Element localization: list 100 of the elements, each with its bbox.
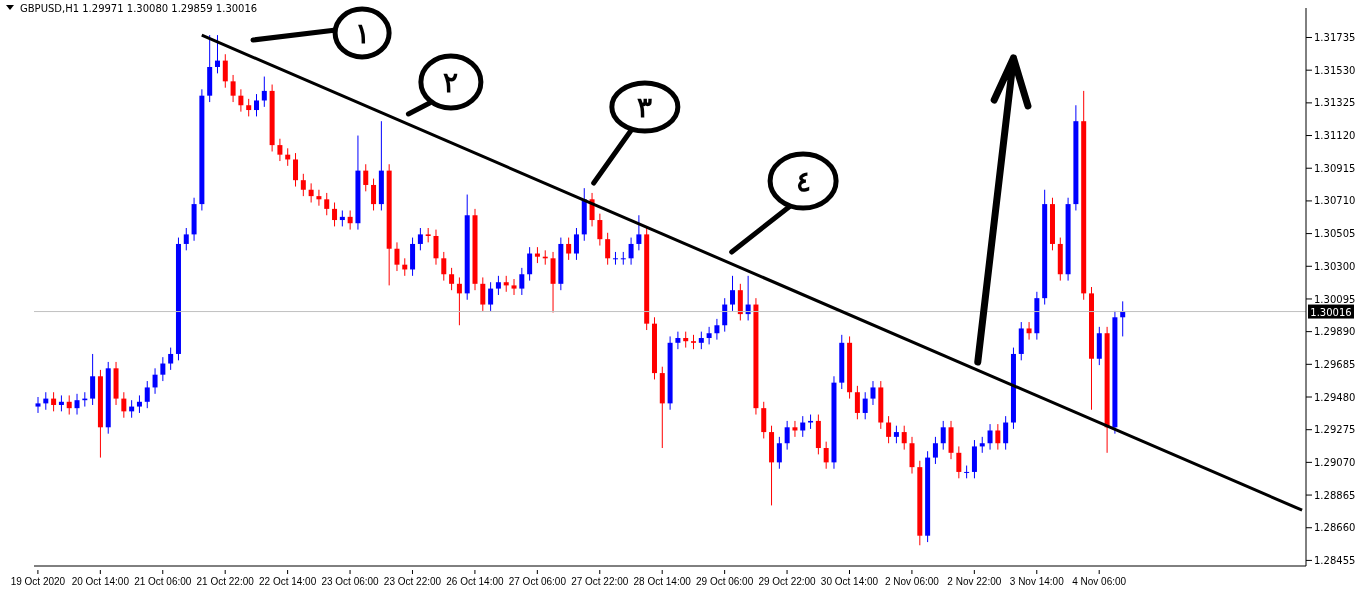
x-tick-label: 27 Oct 22:00 <box>571 576 629 587</box>
annotation: ٢ <box>443 66 459 99</box>
candlestick <box>456 276 462 326</box>
candlestick <box>300 173 306 197</box>
y-tick-label: 1.31120 <box>1314 130 1356 142</box>
candlestick <box>605 232 611 266</box>
candlestick <box>254 93 259 117</box>
y-tick-label: 1.29480 <box>1314 391 1356 403</box>
candlestick <box>987 423 993 451</box>
candlestick <box>74 393 80 416</box>
y-tick-label: 1.30710 <box>1314 195 1356 207</box>
candlestick <box>449 267 455 291</box>
candlestick <box>160 356 166 382</box>
x-tick-label: 21 Oct 22:00 <box>196 576 255 587</box>
candlestick <box>932 436 938 465</box>
x-tick-label: 2 Nov 06:00 <box>884 576 940 587</box>
candlestick <box>566 237 572 261</box>
candlestick <box>761 401 767 439</box>
x-tick-label: 2 Nov 22:00 <box>947 576 1002 587</box>
x-tick-label: 29 Oct 06:00 <box>695 576 754 587</box>
candlestick <box>35 396 41 414</box>
y-tick-label: 1.30505 <box>1314 228 1356 240</box>
candlestick <box>722 297 728 333</box>
candlestick <box>792 420 798 438</box>
candlestick <box>620 251 626 266</box>
candlestick <box>737 283 743 321</box>
candlestick <box>51 391 57 412</box>
candlestick <box>776 436 782 470</box>
y-tick-label: 1.30300 <box>1314 260 1356 272</box>
y-tick-label: 1.29275 <box>1314 424 1356 436</box>
candlestick <box>597 213 603 247</box>
candlestick <box>956 445 962 479</box>
candlestick <box>230 74 236 103</box>
x-tick-label: 23 Oct 06:00 <box>321 576 380 587</box>
candlestick <box>573 227 579 261</box>
y-tick-label: 1.31530 <box>1314 64 1356 76</box>
ref-line-label: 1.30016 <box>1310 306 1352 318</box>
candlestick <box>628 237 634 266</box>
candlestick <box>909 436 915 475</box>
candlestick <box>324 192 330 216</box>
x-tick-label: 19 Oct 2020 <box>10 576 66 587</box>
x-tick-label: 23 Oct 22:00 <box>383 576 442 587</box>
y-tick-label: 1.29890 <box>1314 326 1356 338</box>
candlestick <box>870 380 876 406</box>
candlestick <box>371 178 377 211</box>
annotation: ١ <box>354 17 370 50</box>
candlestick <box>394 241 400 272</box>
candlestick <box>714 318 720 341</box>
y-tick-label: 1.29685 <box>1314 358 1356 370</box>
candlestick <box>441 251 447 282</box>
candlestick <box>168 347 174 371</box>
candlestick <box>862 391 868 420</box>
x-tick-label: 4 Nov 06:00 <box>1072 576 1127 587</box>
y-tick-label: 1.28455 <box>1314 554 1356 566</box>
candlestick <box>214 34 220 74</box>
candlestick <box>854 385 860 420</box>
x-tick-label: 26 Oct 14:00 <box>446 576 504 587</box>
candlestick <box>332 202 338 227</box>
annotation: ٤ <box>795 165 811 198</box>
candlestick <box>316 189 322 207</box>
candlestick <box>261 76 267 108</box>
candlestick <box>995 423 1001 451</box>
candlestick <box>1003 415 1009 451</box>
y-tick-label: 1.28660 <box>1314 522 1356 534</box>
candlestick <box>293 152 299 188</box>
candlestick <box>886 415 892 444</box>
y-tick-label: 1.31735 <box>1314 32 1356 44</box>
candlestick <box>144 380 150 409</box>
candlestick <box>612 251 618 266</box>
candlestick <box>1026 321 1032 341</box>
candlestick <box>527 246 533 282</box>
chart-title: GBPUSD,H1 1.29971 1.30080 1.29859 1.30016 <box>20 3 258 14</box>
candlestick <box>183 227 189 251</box>
y-tick-label: 1.30915 <box>1314 162 1356 174</box>
candlestick <box>308 182 314 203</box>
candlestick <box>121 391 127 419</box>
x-tick-label: 28 Oct 14:00 <box>633 576 692 587</box>
candlestick <box>519 267 525 296</box>
candlestick <box>730 275 736 312</box>
y-tick-label: 1.30095 <box>1314 293 1356 305</box>
y-tick-label: 1.29070 <box>1314 456 1356 468</box>
candlestick <box>784 420 790 451</box>
x-tick-label: 22 Oct 14:00 <box>258 576 317 587</box>
candlestick <box>823 441 829 470</box>
candlestick <box>495 275 501 296</box>
x-tick-label: 27 Oct 06:00 <box>508 576 567 587</box>
candlestick <box>675 331 681 350</box>
x-tick-label: 3 Nov 14:00 <box>1009 576 1065 587</box>
candlestick <box>222 53 228 89</box>
candlestick <box>90 353 96 406</box>
candlestick <box>238 88 244 113</box>
x-tick-label: 29 Oct 22:00 <box>758 576 817 587</box>
candlestick <box>706 326 712 345</box>
candlestick <box>152 367 158 395</box>
x-tick-label: 30 Oct 14:00 <box>820 576 879 587</box>
y-tick-label: 1.28865 <box>1314 489 1356 501</box>
candlestick <box>480 276 486 312</box>
candlestick <box>488 281 494 312</box>
x-tick-label: 21 Oct 06:00 <box>134 576 192 587</box>
candlestick <box>347 209 353 231</box>
